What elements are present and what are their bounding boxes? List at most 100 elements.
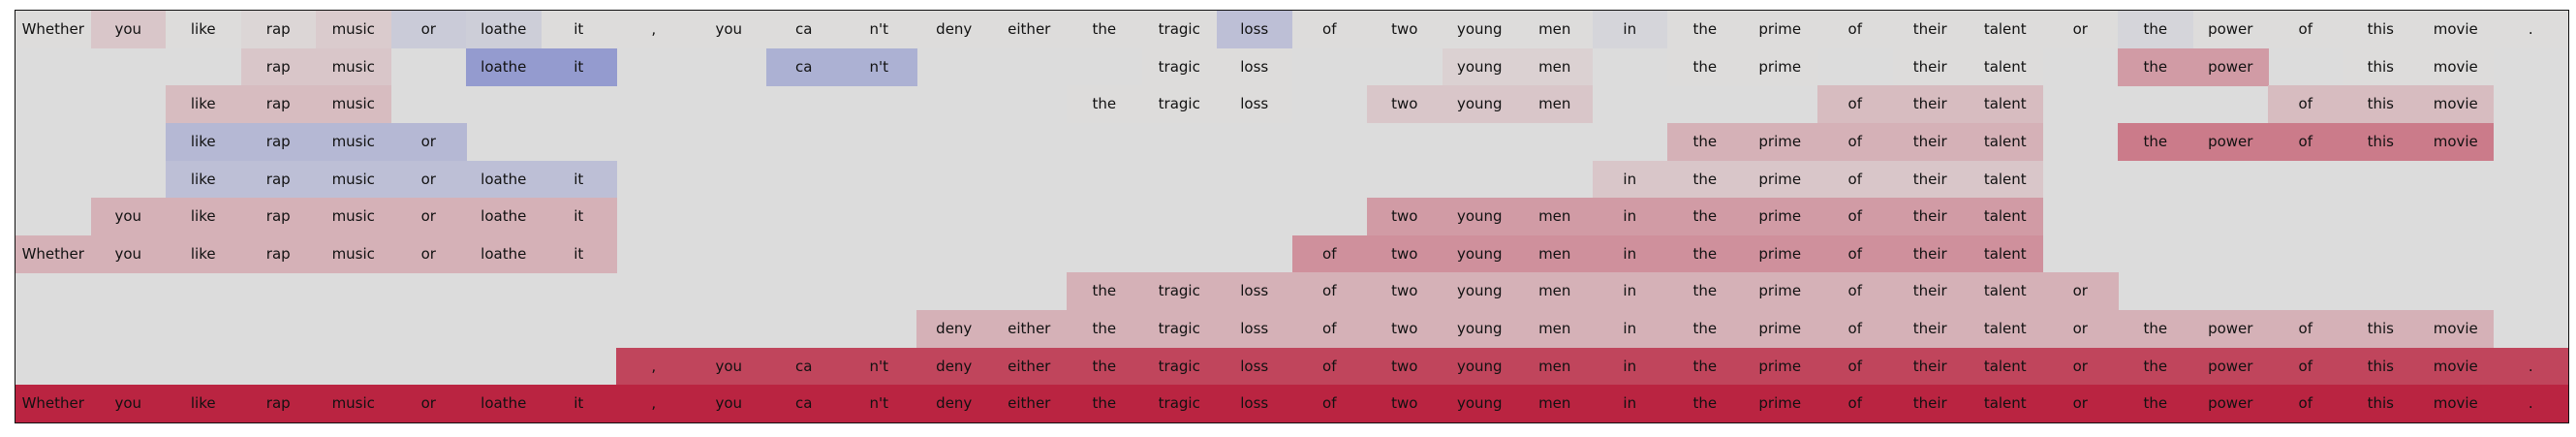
heatmap-cell: [390, 198, 467, 236]
token-label: two: [1391, 95, 1418, 113]
token-label: the: [1092, 20, 1117, 38]
heatmap-cell: [1667, 272, 1743, 311]
heatmap-cell: [541, 47, 617, 86]
heatmap-cell: [1067, 272, 1142, 311]
token-label: you: [715, 394, 743, 413]
heatmap-cell: [1968, 272, 2043, 311]
heatmap-cell: [2418, 347, 2494, 386]
token-label: young: [1456, 244, 1503, 263]
token-label: the: [1092, 95, 1117, 113]
heatmap-cell: [2192, 122, 2269, 162]
token-label: of: [1847, 394, 1862, 413]
heatmap-cell: [90, 198, 167, 236]
token-label: the: [2143, 132, 2168, 150]
token-label: prime: [1758, 357, 1802, 375]
token-label: tragic: [1158, 95, 1200, 113]
token-label: the: [1692, 57, 1718, 76]
heatmap-cell: [2493, 385, 2568, 422]
token-label: ,: [651, 394, 657, 413]
heatmap-cell: [1592, 347, 1668, 386]
heatmap-cell: [240, 234, 317, 273]
heatmap-cell: [166, 11, 241, 49]
heatmap-cell: [1968, 385, 2043, 422]
heatmap-cell: [2192, 11, 2269, 49]
token-label: like: [190, 95, 216, 113]
heatmap-cell: [1892, 272, 1969, 311]
heatmap-cell: [1742, 198, 1818, 236]
token-label: either: [1008, 394, 1051, 413]
heatmap-cell: [991, 347, 1068, 386]
token-label: it: [574, 20, 584, 38]
token-label: n't: [869, 357, 888, 375]
heatmap-cell: [2418, 122, 2494, 162]
heatmap-cell: [390, 11, 467, 49]
token-label: rap: [265, 394, 291, 413]
token-label: or: [420, 394, 436, 413]
token-label: it: [574, 57, 584, 76]
token-label: movie: [2433, 394, 2478, 413]
token-label: in: [1623, 170, 1637, 188]
token-label: or: [420, 20, 436, 38]
heatmap-cell: [2343, 122, 2419, 162]
token-label: two: [1391, 282, 1418, 300]
token-label: prime: [1758, 394, 1802, 413]
token-label: prime: [1758, 170, 1802, 188]
token-label: their: [1912, 320, 1947, 338]
token-label: like: [190, 394, 216, 413]
heatmap-cell: [1291, 11, 1368, 49]
heatmap-cell: [2118, 11, 2193, 49]
heatmap-cell: [1817, 122, 1893, 162]
token-label: prime: [1758, 207, 1802, 226]
heatmap-cell: [1742, 385, 1818, 422]
heatmap-cell: [2118, 122, 2193, 162]
token-label: the: [1692, 207, 1718, 226]
token-label: this: [2367, 57, 2394, 76]
heatmap-cell: [1141, 272, 1218, 311]
heatmap-cell: [1367, 234, 1443, 273]
heatmap-cell: [1742, 310, 1818, 349]
heatmap-cell: [1217, 272, 1292, 311]
token-label: the: [1692, 170, 1718, 188]
heatmap-cell: [1367, 198, 1443, 236]
heatmap-cell: [1742, 234, 1818, 273]
heatmap-cell: [1141, 385, 1218, 422]
token-label: power: [2208, 132, 2253, 150]
token-label: in: [1623, 394, 1637, 413]
heatmap-cell: [766, 47, 842, 86]
heatmap-cell: [916, 385, 992, 422]
token-label: of: [1847, 320, 1862, 338]
token-label: this: [2367, 132, 2394, 150]
token-label: the: [1692, 320, 1718, 338]
heatmap-cell: [466, 160, 542, 199]
token-label: the: [1092, 282, 1117, 300]
heatmap-cell: [240, 11, 317, 49]
heatmap-cell: [2268, 385, 2343, 422]
token-label: young: [1456, 394, 1503, 413]
token-label: their: [1912, 207, 1947, 226]
token-label: loathe: [481, 207, 527, 226]
heatmap-cell: [1517, 385, 1593, 422]
heatmap-cell: [1517, 234, 1593, 273]
heatmap-cell: [1217, 47, 1292, 86]
heatmap-cell: [2192, 47, 2269, 86]
heatmap-cell: [1892, 122, 1969, 162]
token-label: prime: [1758, 244, 1802, 263]
heatmap-cell: [1667, 122, 1743, 162]
heatmap-cell: [166, 385, 241, 422]
token-label: talent: [1983, 394, 2027, 413]
token-label: in: [1623, 244, 1637, 263]
heatmap-cell: [916, 347, 992, 386]
token-label: movie: [2433, 320, 2478, 338]
token-label: of: [1847, 244, 1862, 263]
heatmap-cell: [1442, 310, 1518, 349]
token-label: tragic: [1158, 20, 1200, 38]
heatmap-cell: [841, 47, 917, 86]
heatmap-cell: [240, 385, 317, 422]
heatmap-cell: [1067, 347, 1142, 386]
token-label: it: [574, 207, 584, 226]
token-label: either: [1008, 357, 1051, 375]
heatmap-cell: [1291, 272, 1368, 311]
token-label: young: [1456, 207, 1503, 226]
token-label: like: [190, 244, 216, 263]
heatmap-cell: [1291, 310, 1368, 349]
